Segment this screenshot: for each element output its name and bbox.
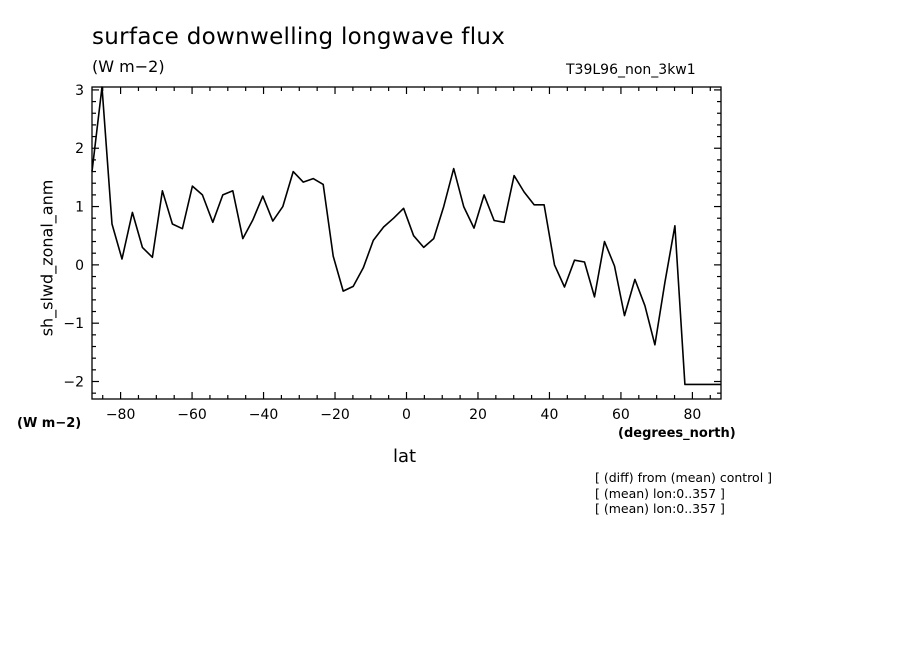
- run-label: T39L96_non_3kw1: [566, 62, 696, 78]
- tick-label: 0: [402, 407, 411, 423]
- annotation-notes: [ (diff) from (mean) control ] [ (mean) …: [595, 470, 772, 517]
- axis-ticks: [92, 87, 721, 399]
- note-line: [ (mean) lon:0..357 ]: [595, 485, 725, 501]
- tick-label: −40: [249, 407, 279, 423]
- x-axis-units: (degrees_north): [618, 426, 736, 441]
- units-label-left: (W m−2): [17, 416, 82, 431]
- tick-label: 1: [75, 200, 84, 216]
- chart-title: surface downwelling longwave flux: [92, 24, 506, 50]
- note-line: [ (diff) from (mean) control ]: [595, 470, 773, 485]
- tick-label: −1: [63, 316, 84, 332]
- tick-label: −60: [177, 407, 207, 423]
- plot-frame: [91, 86, 722, 400]
- x-axis-label: lat: [393, 446, 417, 467]
- series-line: [91, 86, 721, 386]
- tick-label: 0: [75, 258, 84, 274]
- tick-label: 2: [75, 141, 84, 157]
- tick-label: 3: [75, 83, 84, 99]
- units-label-top: (W m−2): [92, 57, 165, 76]
- tick-label: −20: [320, 407, 350, 423]
- tick-label: 60: [612, 407, 630, 423]
- axis-tick-labels: −80 −60 −40 −20 0 20 40 60 80 −2 −1 0 1 2 3: [63, 83, 701, 423]
- note-line: [ (mean) lon:0..357 ]: [595, 501, 725, 516]
- tick-label: 80: [683, 407, 701, 423]
- tick-label: 40: [541, 407, 559, 423]
- tick-label: −2: [63, 375, 84, 391]
- tick-label: −80: [106, 407, 136, 423]
- tick-label: 20: [469, 407, 487, 423]
